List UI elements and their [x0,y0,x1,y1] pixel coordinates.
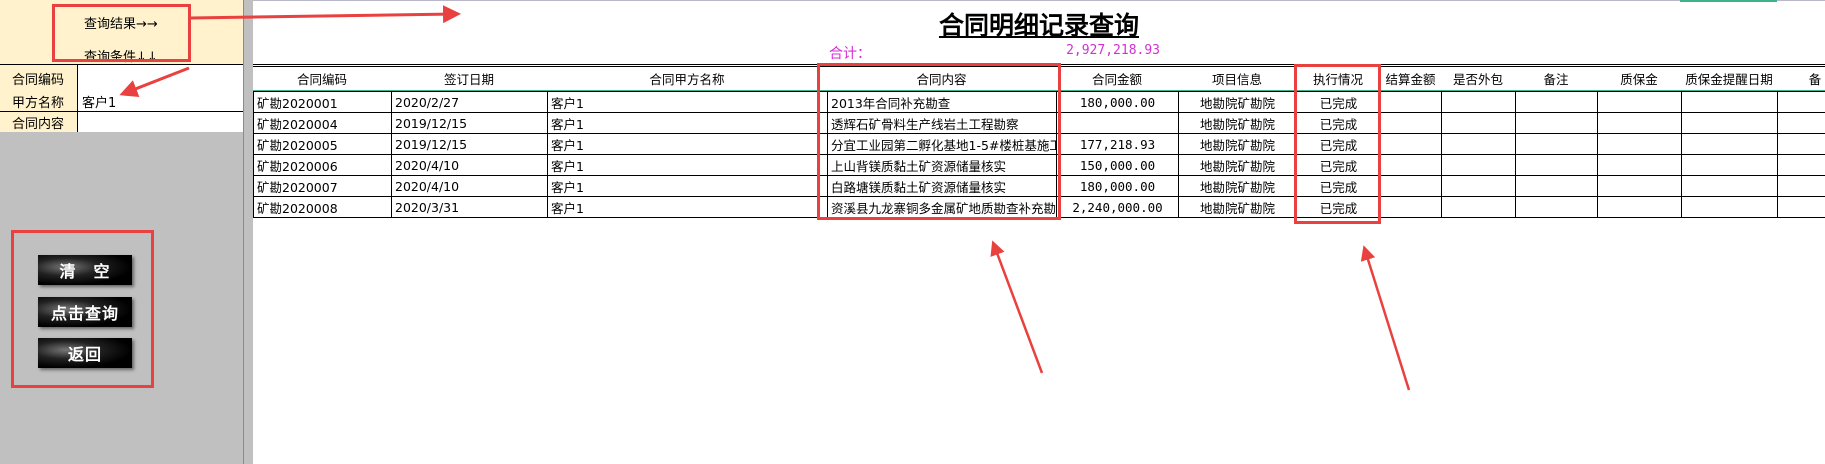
column-header[interactable]: 合同内容 [916,72,967,87]
highlight-box [52,4,191,62]
contract-content-input[interactable] [78,112,243,132]
column-header[interactable]: 质保金 [1620,72,1658,87]
divider-strip [244,0,253,464]
nav-panel [0,0,243,64]
column-header[interactable]: 合同编码 [296,72,347,87]
column-header[interactable]: 合同金额 [1091,72,1142,87]
highlight-box [817,63,1061,220]
field-label: 甲方名称 [0,91,78,111]
column-header[interactable]: 结算金额 [1385,72,1436,87]
party-name-input[interactable]: 客户1 [78,91,243,111]
column-header[interactable]: 签订日期 [443,72,494,87]
filter-contract-content: 合同内容 [0,112,243,133]
column-header[interactable]: 项目信息 [1211,72,1262,87]
selection-marker [1680,0,1777,2]
divider [243,0,244,464]
clear-button[interactable]: 清 空 [38,255,132,285]
column-header[interactable]: 备 [1808,72,1822,87]
nav-query-result-link[interactable]: 查询结果→→ [84,17,158,32]
field-label: 合同内容 [0,112,78,132]
total-value: 2,927,218.93 [1066,43,1160,58]
total-label: 合计： [829,46,871,62]
field-label: 合同编码 [0,65,78,91]
arrow-icon [1360,245,1411,391]
header-divider [253,90,1825,91]
column-header[interactable]: 备注 [1543,72,1569,87]
page-title: 合同明细记录查询 [938,11,1139,40]
column-header[interactable]: 是否外包 [1452,72,1503,87]
table-cell[interactable] [1777,196,1825,218]
back-button[interactable]: 返回 [38,338,132,368]
column-header[interactable]: 执行情况 [1312,72,1363,87]
filter-party-name: 甲方名称 客户1 [0,91,243,112]
column-header[interactable]: 质保金提醒日期 [1685,72,1773,87]
arrow-icon [190,5,461,24]
highlight-box [11,230,154,388]
highlight-box [1294,64,1381,224]
arrow-icon [990,240,1044,374]
top-border [253,0,1825,1]
column-header[interactable]: 合同甲方名称 [649,72,725,87]
arrow-icon [119,66,190,98]
query-button[interactable]: 点击查询 [38,297,132,327]
